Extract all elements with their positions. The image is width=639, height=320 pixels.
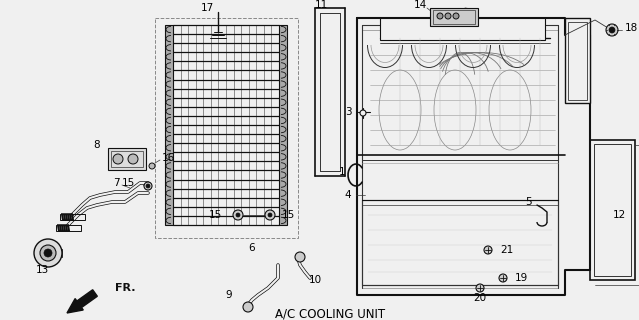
Text: FR.: FR. — [115, 283, 135, 293]
Circle shape — [609, 27, 615, 33]
Text: 21: 21 — [500, 245, 513, 255]
Bar — [155, 18, 298, 238]
Bar — [362, 200, 558, 285]
Text: 14: 14 — [413, 0, 427, 10]
Text: 11: 11 — [314, 0, 328, 10]
Circle shape — [146, 184, 150, 188]
Text: 10: 10 — [309, 275, 321, 285]
Circle shape — [445, 13, 451, 19]
Circle shape — [606, 24, 618, 36]
Bar — [111, 151, 143, 167]
Text: 18: 18 — [625, 23, 638, 33]
Circle shape — [44, 249, 52, 257]
Text: 17: 17 — [201, 3, 213, 13]
Circle shape — [149, 163, 155, 169]
Circle shape — [360, 110, 366, 116]
Text: 7: 7 — [113, 178, 120, 188]
Bar — [568, 22, 587, 100]
Circle shape — [268, 213, 272, 217]
Bar — [380, 18, 545, 40]
Circle shape — [437, 13, 443, 19]
Text: 15: 15 — [122, 178, 135, 188]
Circle shape — [34, 239, 62, 267]
Text: 6: 6 — [249, 243, 256, 253]
Circle shape — [476, 284, 484, 292]
Text: A/C COOLING UNIT: A/C COOLING UNIT — [275, 308, 385, 320]
Text: 4: 4 — [344, 190, 351, 200]
Circle shape — [499, 274, 507, 282]
Text: 9: 9 — [226, 290, 232, 300]
Text: 3: 3 — [344, 107, 351, 117]
Text: 20: 20 — [473, 293, 486, 303]
Circle shape — [243, 302, 253, 312]
Text: 1: 1 — [339, 167, 345, 177]
Circle shape — [484, 246, 492, 254]
Circle shape — [40, 245, 56, 261]
Bar — [430, 8, 478, 26]
Circle shape — [144, 182, 152, 190]
Circle shape — [453, 13, 459, 19]
Text: 5: 5 — [525, 197, 531, 207]
Bar — [565, 18, 590, 103]
Text: 8: 8 — [93, 140, 100, 150]
Text: 13: 13 — [35, 265, 49, 275]
Circle shape — [265, 210, 275, 220]
Bar — [34, 249, 62, 257]
Bar — [56, 225, 81, 231]
Text: 19: 19 — [515, 273, 528, 283]
Circle shape — [233, 210, 243, 220]
Bar — [60, 214, 85, 220]
Text: 16: 16 — [162, 153, 175, 163]
Text: 15: 15 — [209, 210, 222, 220]
Bar — [590, 140, 635, 280]
Text: 12: 12 — [613, 210, 626, 220]
FancyArrow shape — [67, 290, 97, 313]
Bar — [279, 25, 287, 225]
Bar — [165, 25, 173, 225]
Circle shape — [113, 154, 123, 164]
Circle shape — [236, 213, 240, 217]
Bar — [108, 148, 146, 170]
Circle shape — [295, 252, 305, 262]
Bar — [433, 10, 475, 24]
Bar — [594, 144, 631, 276]
Text: 15: 15 — [282, 210, 295, 220]
Circle shape — [128, 154, 138, 164]
